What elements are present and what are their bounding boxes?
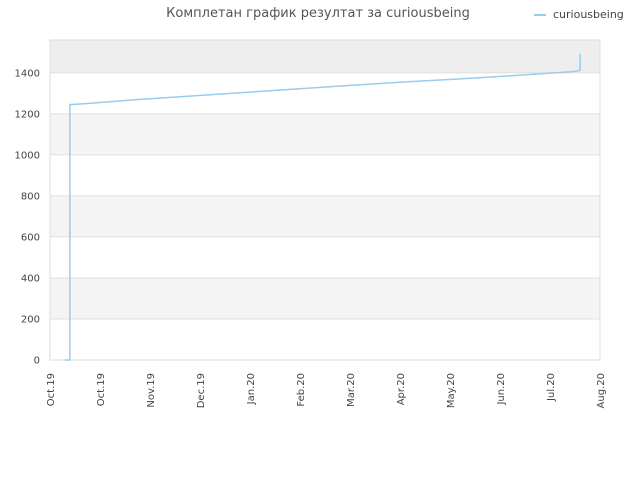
x-tick-label: Apr.20 xyxy=(396,373,407,405)
grid-band xyxy=(50,154,600,196)
x-tick-label: Feb.20 xyxy=(296,373,307,407)
y-tick-label: 400 xyxy=(21,273,40,284)
x-tick-label: Nov.19 xyxy=(146,373,157,408)
gridlines xyxy=(50,72,600,361)
legend-label: curiousbeing xyxy=(553,8,624,21)
legend: curiousbeing xyxy=(534,8,624,21)
plot-border xyxy=(49,39,601,361)
y-tick-label: 0 xyxy=(34,356,40,367)
grid-band xyxy=(50,277,600,319)
x-tick-label: Dec.19 xyxy=(196,373,207,408)
y-tick-label: 1400 xyxy=(15,68,40,79)
x-tick-label: Jul.20 xyxy=(546,373,557,402)
series-layer xyxy=(64,53,581,361)
y-axis-ticks: 0 200 400 600 800 1000 1200 1400 xyxy=(15,68,40,366)
x-axis-ticks: Oct.19 Oct.19 Nov.19 Dec.19 Jan.20 Feb.20 Mar.… xyxy=(46,373,607,408)
grid-band xyxy=(50,195,600,237)
y-tick-label: 800 xyxy=(21,191,40,202)
y-tick-label: 1000 xyxy=(15,150,40,161)
series-line xyxy=(64,53,581,361)
x-tick-label: Mar.20 xyxy=(346,373,357,407)
grid-band xyxy=(50,113,600,155)
x-tick-label: May.20 xyxy=(446,373,457,408)
x-tick-label: Oct.19 xyxy=(46,373,57,406)
x-tick-label: Jan.20 xyxy=(246,373,257,405)
grid-band xyxy=(50,40,600,73)
y-tick-label: 600 xyxy=(21,232,40,243)
grid-band xyxy=(50,236,600,278)
x-tick-label: Oct.19 xyxy=(96,373,107,406)
chart-title: Комплетан график резултат за curiousbein… xyxy=(166,6,470,21)
y-tick-label: 200 xyxy=(21,314,40,325)
y-tick-label: 1200 xyxy=(15,109,40,120)
grid-band xyxy=(50,318,600,360)
grid-bands xyxy=(50,40,600,360)
x-tick-label: Jun.20 xyxy=(496,373,507,406)
grid-band xyxy=(50,72,600,114)
x-tick-label: Aug.20 xyxy=(596,373,607,408)
